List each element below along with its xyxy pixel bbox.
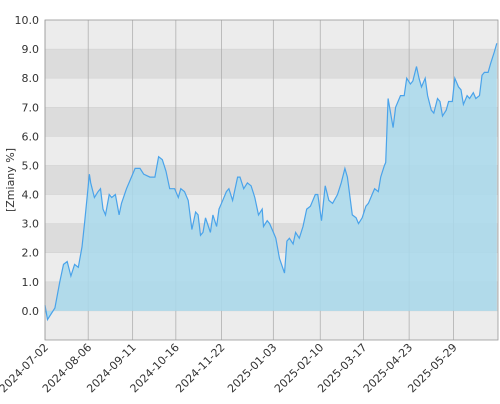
y-tick-label: 2.0 bbox=[22, 247, 40, 260]
y-tick-label: 10.0 bbox=[15, 14, 40, 27]
y-tick-label: 0.0 bbox=[22, 305, 40, 318]
line bbox=[44, 43, 498, 322]
y-tick-label: 5.0 bbox=[22, 159, 40, 172]
y-tick-label: 8.0 bbox=[22, 72, 40, 85]
y-tick-label: 9.0 bbox=[22, 43, 40, 56]
y-axis-label: [Zmiany %] bbox=[4, 148, 17, 212]
x-tick-label: 2025-01-03 bbox=[225, 341, 279, 395]
x-tick-label: 2024-11-22 bbox=[173, 341, 227, 395]
y-tick-label: 6.0 bbox=[22, 130, 40, 143]
y-tick-label: 7.0 bbox=[22, 101, 40, 114]
area bbox=[45, 43, 497, 320]
y-tick-label: 1.0 bbox=[22, 276, 40, 289]
y-tick-label: 3.0 bbox=[22, 218, 40, 231]
grid-band bbox=[45, 49, 498, 79]
plot-frame bbox=[44, 19, 499, 341]
y-tick-label: 4.0 bbox=[22, 189, 40, 202]
